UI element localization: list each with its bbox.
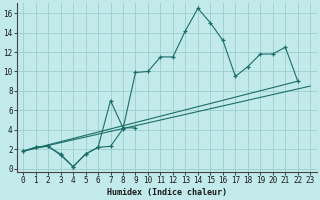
X-axis label: Humidex (Indice chaleur): Humidex (Indice chaleur): [107, 188, 227, 197]
